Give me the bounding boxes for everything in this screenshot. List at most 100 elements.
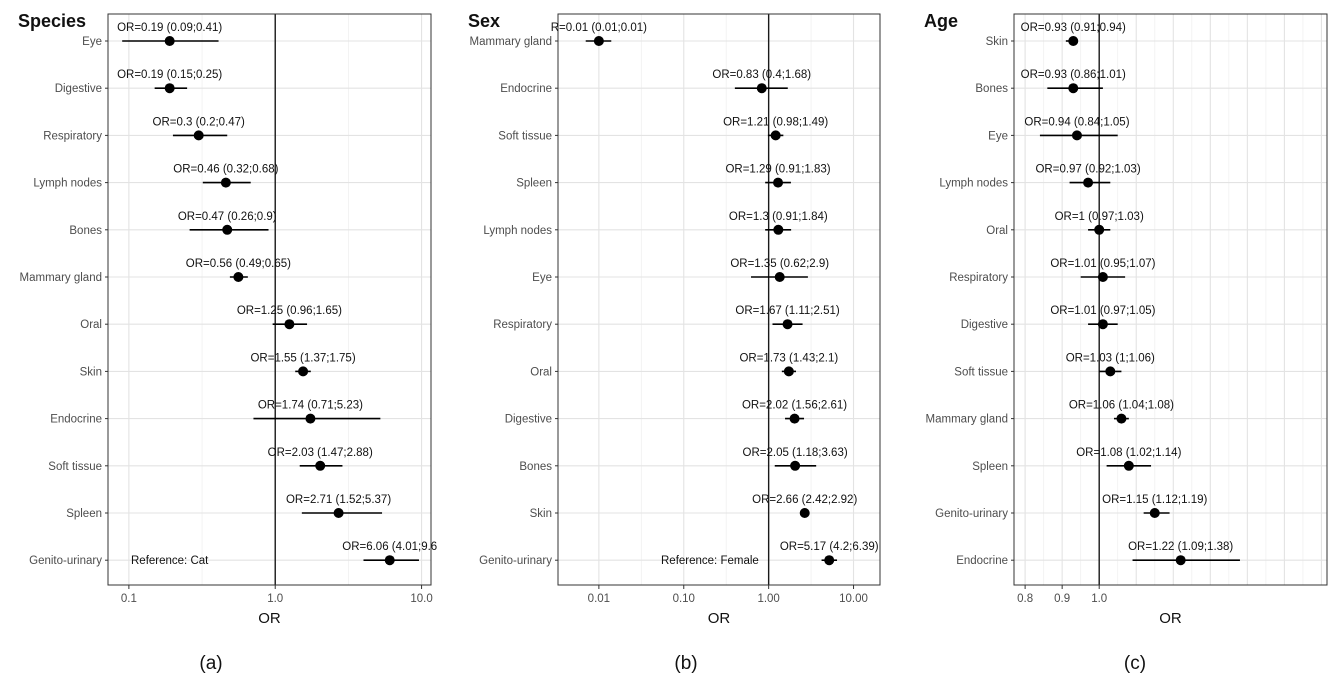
or-data-label: OR=0.3 (0.2;0.47) <box>153 116 246 128</box>
or-data-label: OR=0.83 (0.4;1.68) <box>712 69 811 81</box>
y-tick-label: Spleen <box>516 178 552 190</box>
forest-row: Eye OR=1.35 (0.62;2.9) <box>532 258 829 284</box>
y-tick-label: Mammary gland <box>470 36 552 48</box>
or-point <box>220 177 231 188</box>
y-tick-label: Respiratory <box>43 130 102 142</box>
or-data-label: OR=1.35 (0.62;2.9) <box>730 258 829 270</box>
or-data-label: OR=1.15 (1.12;1.19) <box>1102 494 1207 506</box>
panel-border <box>1013 13 1328 586</box>
panel-caption: (b) <box>674 653 697 674</box>
y-tick-label: Genito-urinary <box>479 555 552 567</box>
forest-row: Endocrine OR=1.74 (0.71;5.23) <box>50 400 381 426</box>
plot-area <box>558 14 880 585</box>
x-tick-label: 0.8 <box>1017 593 1033 605</box>
y-tick-label: Respiratory <box>949 272 1008 284</box>
y-tick-label: Bones <box>519 461 552 473</box>
x-tick-label: 1.00 <box>757 593 779 605</box>
y-tick-label: Lymph nodes <box>483 225 552 237</box>
or-data-label: OR=1.21 (0.98;1.49) <box>723 116 828 128</box>
or-point <box>315 460 326 471</box>
panel-border <box>557 13 881 586</box>
or-data-label: OR=5.17 (4.2;6.39) <box>780 541 879 553</box>
or-data-label: OR=2.71 (1.52;5.37) <box>286 494 391 506</box>
or-data-label: OR=0.46 (0.32;0.68) <box>173 164 278 176</box>
forest-row: Genito-urinary OR=6.06 (4.01;9.6 <box>29 541 437 567</box>
x-tick-label: 0.1 <box>121 593 137 605</box>
y-tick-label: Skin <box>530 508 552 520</box>
forest-row: Digestive OR=2.02 (1.56;2.61) <box>505 400 848 426</box>
or-data-label: OR=0.19 (0.15;0.25) <box>117 69 222 81</box>
y-tick-label: Digestive <box>505 414 552 426</box>
or-point <box>233 272 244 282</box>
or-point <box>1123 460 1134 471</box>
or-point <box>1097 272 1108 282</box>
or-point <box>1083 177 1094 188</box>
forest-row: Digestive OR=0.19 (0.15;0.25) <box>55 69 223 95</box>
y-tick-label: Soft tissue <box>954 366 1008 378</box>
y-tick-label: Mammary gland <box>926 414 1008 426</box>
chart-panel-1: Species Eye OR=0.19 (0.09;0.41) Digestive OR… <box>18 11 437 674</box>
forest-row: Genito-urinary OR=1.15 (1.12;1.19) <box>935 494 1207 520</box>
x-axis-title: OR <box>708 610 731 627</box>
or-data-label: OR=1.3 (0.91;1.84) <box>729 211 828 223</box>
forest-row: Bones OR=0.93 (0.86;1.01) <box>975 69 1126 95</box>
y-tick-label: Lymph nodes <box>939 178 1008 190</box>
x-tick-label: 0.10 <box>673 593 695 605</box>
reference-annotation: Reference: Cat <box>131 555 209 567</box>
chart-title: Species <box>18 11 86 31</box>
or-point <box>1094 224 1105 235</box>
y-tick-label: Mammary gland <box>20 272 102 284</box>
or-point <box>164 83 175 94</box>
forest-row: Skin OR=1.55 (1.37;1.75) <box>80 352 356 378</box>
y-tick-label: Spleen <box>66 508 102 520</box>
forest-row: Skin OR=2.66 (2.42;2.92) <box>530 494 858 520</box>
y-tick-label: Respiratory <box>493 319 552 331</box>
forest-row: Soft tissue OR=1.03 (1;1.06) <box>954 352 1155 378</box>
or-point <box>222 224 233 235</box>
y-tick-label: Oral <box>80 319 102 331</box>
y-tick-label: Endocrine <box>500 83 552 95</box>
y-tick-label: Soft tissue <box>498 130 552 142</box>
or-data-label: OR=1 (0.97;1.03) <box>1055 211 1144 223</box>
or-point <box>1097 319 1108 330</box>
or-point <box>789 413 800 424</box>
or-point <box>782 319 793 330</box>
x-axis-title: OR <box>1159 610 1182 627</box>
y-tick-label: Spleen <box>972 461 1008 473</box>
forest-row: Mammary gland OR=0.56 (0.49;0.65) <box>20 258 292 284</box>
or-data-label: OR=0.93 (0.86;1.01) <box>1021 69 1126 81</box>
or-data-label: R=0.01 (0.01;0.01) <box>551 22 647 34</box>
forest-row: Skin OR=0.93 (0.91;0.94) <box>986 22 1126 48</box>
panel-caption: (c) <box>1124 653 1146 674</box>
forest-row: Soft tissue OR=1.21 (0.98;1.49) <box>498 116 828 142</box>
y-tick-label: Eye <box>532 272 552 284</box>
forest-row: Oral OR=1.25 (0.96;1.65) <box>80 305 342 331</box>
forest-row: Mammary gland OR=1.06 (1.04;1.08) <box>926 400 1175 426</box>
forest-row: Eye OR=0.19 (0.09;0.41) <box>82 22 222 48</box>
y-tick-label: Eye <box>988 130 1008 142</box>
or-data-label: OR=1.25 (0.96;1.65) <box>237 305 342 317</box>
x-tick-label: 0.01 <box>588 593 610 605</box>
or-point <box>593 36 604 46</box>
panel-border <box>107 13 432 586</box>
y-tick-label: Soft tissue <box>48 461 102 473</box>
or-data-label: OR=2.05 (1.18;3.63) <box>743 447 848 459</box>
x-tick-label: 10.0 <box>410 593 432 605</box>
or-point <box>1175 555 1186 566</box>
forest-row: Spleen OR=2.71 (1.52;5.37) <box>66 494 391 520</box>
or-point <box>824 555 835 566</box>
y-tick-label: Bones <box>69 225 102 237</box>
chart-title: Sex <box>468 11 500 31</box>
or-data-label: OR=1.08 (1.02;1.14) <box>1076 447 1181 459</box>
x-axis-title: OR <box>258 610 281 627</box>
forest-row: Respiratory OR=1.01 (0.95;1.07) <box>949 258 1155 284</box>
y-tick-label: Lymph nodes <box>33 178 102 190</box>
or-point <box>1068 83 1079 94</box>
or-point <box>773 224 784 235</box>
or-point <box>783 366 794 377</box>
or-data-label: OR=1.01 (0.97;1.05) <box>1050 305 1155 317</box>
or-data-label: OR=1.55 (1.37;1.75) <box>250 352 355 364</box>
panel-caption: (a) <box>199 653 222 674</box>
or-data-label: OR=0.97 (0.92;1.03) <box>1035 164 1140 176</box>
